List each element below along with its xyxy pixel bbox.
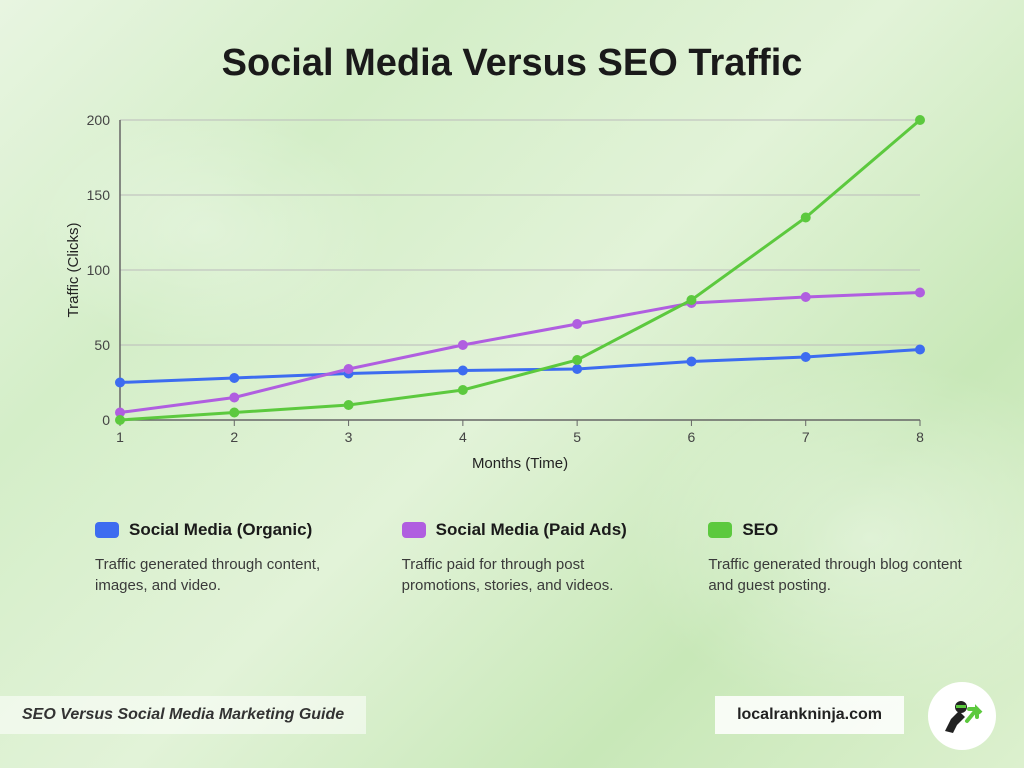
svg-text:7: 7 — [802, 429, 810, 445]
svg-text:100: 100 — [87, 262, 111, 278]
legend-swatch-paid — [402, 522, 426, 538]
legend-desc-organic: Traffic generated through content, image… — [95, 554, 352, 596]
legend-label-seo: SEO — [742, 520, 778, 540]
svg-text:Months (Time): Months (Time) — [472, 455, 568, 472]
legend-item-organic: Social Media (Organic) Traffic generated… — [95, 520, 352, 596]
svg-text:8: 8 — [916, 429, 924, 445]
legend-item-seo: SEO Traffic generated through blog conte… — [708, 520, 965, 596]
legend-swatch-organic — [95, 522, 119, 538]
svg-text:4: 4 — [459, 429, 467, 445]
footer-guide-label: SEO Versus Social Media Marketing Guide — [0, 696, 366, 734]
chart-svg: 0 50 100 150 200 1 2 3 4 5 6 7 8 Months (Time) Traffic… — [60, 110, 930, 480]
page-title: Social Media Versus SEO Traffic — [0, 0, 1024, 85]
ninja-icon — [937, 691, 987, 741]
svg-text:3: 3 — [345, 429, 353, 445]
legend-desc-paid: Traffic paid for through post promotions… — [402, 554, 659, 596]
svg-text:150: 150 — [87, 187, 111, 203]
legend: Social Media (Organic) Traffic generated… — [95, 520, 965, 596]
legend-label-paid: Social Media (Paid Ads) — [436, 520, 627, 540]
svg-text:50: 50 — [94, 337, 110, 353]
brand-logo — [928, 682, 996, 750]
legend-desc-seo: Traffic generated through blog content a… — [708, 554, 965, 596]
legend-item-paid: Social Media (Paid Ads) Traffic paid for… — [402, 520, 659, 596]
legend-swatch-seo — [708, 522, 732, 538]
svg-text:5: 5 — [573, 429, 581, 445]
svg-text:6: 6 — [688, 429, 696, 445]
footer-brand: localrankninja.com — [715, 696, 904, 734]
legend-label-organic: Social Media (Organic) — [129, 520, 312, 540]
svg-text:Traffic (Clicks): Traffic (Clicks) — [65, 223, 82, 318]
svg-text:1: 1 — [116, 429, 124, 445]
svg-text:2: 2 — [230, 429, 238, 445]
svg-text:0: 0 — [102, 412, 110, 428]
svg-text:200: 200 — [87, 112, 111, 128]
line-chart: 0 50 100 150 200 1 2 3 4 5 6 7 8 Months (Time) Traffic… — [60, 110, 930, 480]
